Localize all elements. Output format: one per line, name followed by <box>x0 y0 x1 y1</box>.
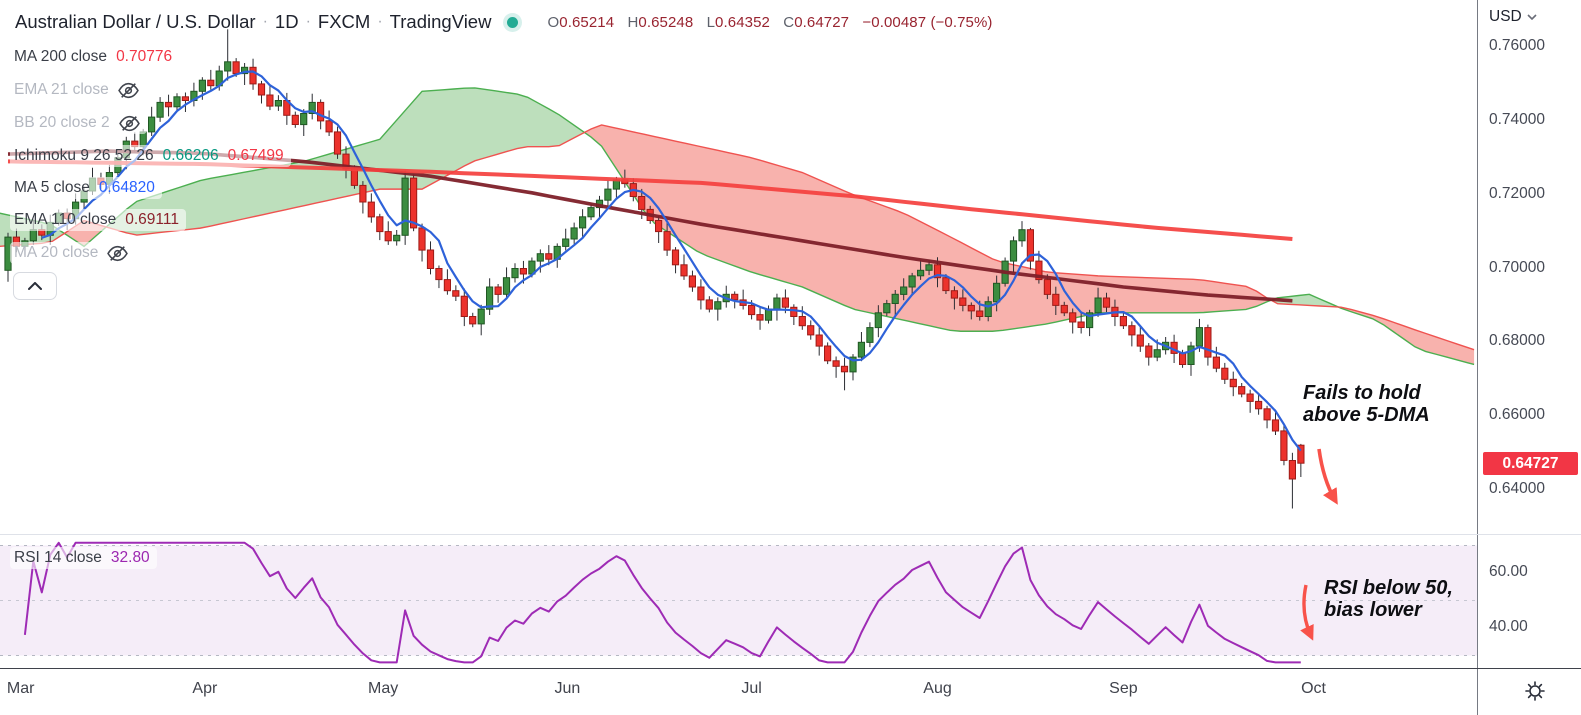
legend-label: Ichimoku 9 26 52 26 <box>14 147 154 164</box>
candles-down <box>12 61 1305 480</box>
legend-value: 0.66206 <box>162 147 219 164</box>
interval-label[interactable]: 1D <box>274 11 299 32</box>
low-label: L <box>706 13 716 31</box>
symbol-title[interactable]: Australian Dollar / U.S. Dollar <box>15 11 256 32</box>
time-axis[interactable]: Mar Apr May Jun Jul Aug Sep Oct <box>0 668 1581 715</box>
price-tick-label: 0.76000 <box>1489 37 1546 54</box>
down-arrow-annotation <box>1317 448 1338 505</box>
ichimoku-span-b-line <box>0 124 1475 351</box>
high-label: H <box>627 13 639 31</box>
exchange-label[interactable]: FXCM <box>317 11 371 32</box>
close-value: 0.64727 <box>794 13 850 31</box>
down-arrow-annotation <box>1300 584 1314 641</box>
price-tick-label: 0.74000 <box>1489 110 1546 128</box>
month-label: Oct <box>1301 680 1326 697</box>
month-label: Apr <box>192 680 218 697</box>
rsi-annotation: RSI below 50, bias lower <box>1324 577 1453 621</box>
legend-item-ma5[interactable]: MA 5 close 0.64820 <box>10 177 162 199</box>
price-chart-canvas[interactable] <box>0 0 1477 534</box>
legend-value: 0.64820 <box>98 179 155 196</box>
price-axis-column[interactable]: USD 0.76000 0.74000 0.72000 0.70000 0.68000 0… <box>1477 0 1581 715</box>
settings-gear-icon[interactable] <box>1524 680 1546 702</box>
price-tick-label: 0.66000 <box>1489 406 1546 424</box>
annotation-line: Fails to hold <box>1303 382 1421 404</box>
high-value: 0.65248 <box>638 13 694 31</box>
open-value: 0.65214 <box>559 13 615 31</box>
legend-value: 0.69111 <box>125 211 179 228</box>
legend-item-ma20[interactable]: MA 20 close <box>10 242 136 264</box>
last-price-badge: 0.64727 <box>1483 452 1578 475</box>
ichimoku-cloud-bearish <box>64 124 1475 365</box>
currency-label: USD <box>1489 8 1522 25</box>
price-tick-label: 0.64000 <box>1489 480 1546 497</box>
price-tick-label: 0.72000 <box>1489 184 1546 202</box>
market-status-dot-icon[interactable] <box>507 16 519 28</box>
legend-item-ichimoku[interactable]: Ichimoku 9 26 52 26 0.66206 0.67499 <box>10 145 291 167</box>
ohlc-readout: O0.65214 H0.65248 L0.64352 C0.64727 −0.0… <box>538 14 992 31</box>
candle-wicks <box>7 29 1302 509</box>
legend-value: 0.67499 <box>227 147 284 164</box>
month-label: May <box>368 680 399 697</box>
low-value: 0.64352 <box>715 13 770 31</box>
rsi-tick-label: 40.00 <box>1489 618 1528 635</box>
ichimoku-span-a-line <box>0 87 1475 366</box>
legend-collapse-button[interactable] <box>13 272 57 300</box>
visibility-off-icon[interactable] <box>117 82 139 99</box>
price-tick-label: 0.68000 <box>1489 332 1546 350</box>
candles-up <box>4 61 1204 373</box>
currency-axis-selector[interactable]: USD <box>1489 8 1537 26</box>
separator-dot: · <box>377 13 383 30</box>
month-label: Jul <box>741 680 762 697</box>
month-label: Jun <box>554 680 581 697</box>
chevron-up-icon <box>28 282 42 290</box>
legend-item-ema21[interactable]: EMA 21 close <box>10 79 146 101</box>
visibility-off-icon[interactable] <box>118 115 140 132</box>
legend-label: EMA 110 close <box>14 211 117 228</box>
ma5-line <box>41 70 1302 452</box>
visibility-off-icon[interactable] <box>107 245 129 262</box>
legend-item-bb20[interactable]: BB 20 close 2 <box>10 112 147 134</box>
month-label: Sep <box>1109 680 1138 697</box>
legend-label: EMA 21 close <box>14 81 109 98</box>
legend-label: MA 5 close <box>14 179 90 196</box>
rsi-line <box>23 541 1301 664</box>
legend-item-ma200[interactable]: MA 200 close 0.70776 <box>10 46 180 68</box>
change-readout: −0.00487 (−0.75%) <box>862 13 993 31</box>
rsi-tick-label: 60.00 <box>1489 563 1528 580</box>
legend-value: 0.70776 <box>116 48 173 65</box>
separator-dot: · <box>262 13 268 30</box>
price-tick-label: 0.70000 <box>1489 258 1546 276</box>
legend-label: BB 20 close 2 <box>14 114 110 131</box>
legend-label: RSI 14 close <box>14 549 102 566</box>
month-label: Aug <box>923 680 952 697</box>
chevron-down-icon <box>1527 14 1537 20</box>
open-label: O <box>547 13 560 31</box>
price-annotation: Fails to hold above 5-DMA <box>1303 382 1430 426</box>
annotation-line: bias lower <box>1324 599 1422 621</box>
legend-value: 32.80 <box>110 549 150 566</box>
ichimoku-cloud-bullish <box>0 87 1339 307</box>
legend-label: MA 200 close <box>14 48 108 65</box>
chart-header: Australian Dollar / U.S. Dollar · 1D · F… <box>15 11 993 33</box>
platform-label: TradingView <box>389 11 492 32</box>
close-label: C <box>783 13 795 31</box>
annotation-line: above 5-DMA <box>1303 404 1430 426</box>
legend-label: MA 20 close <box>14 244 99 261</box>
legend-item-rsi[interactable]: RSI 14 close 32.80 <box>10 547 157 569</box>
month-label: Mar <box>6 680 35 697</box>
legend-item-ema110[interactable]: EMA 110 close 0.69111 <box>10 209 186 231</box>
annotation-line: RSI below 50, <box>1324 577 1453 599</box>
rsi-chart-canvas[interactable] <box>0 534 1477 668</box>
separator-dot: · <box>305 13 311 30</box>
pane-separator[interactable] <box>0 534 1581 535</box>
time-axis-separator <box>0 668 1581 669</box>
